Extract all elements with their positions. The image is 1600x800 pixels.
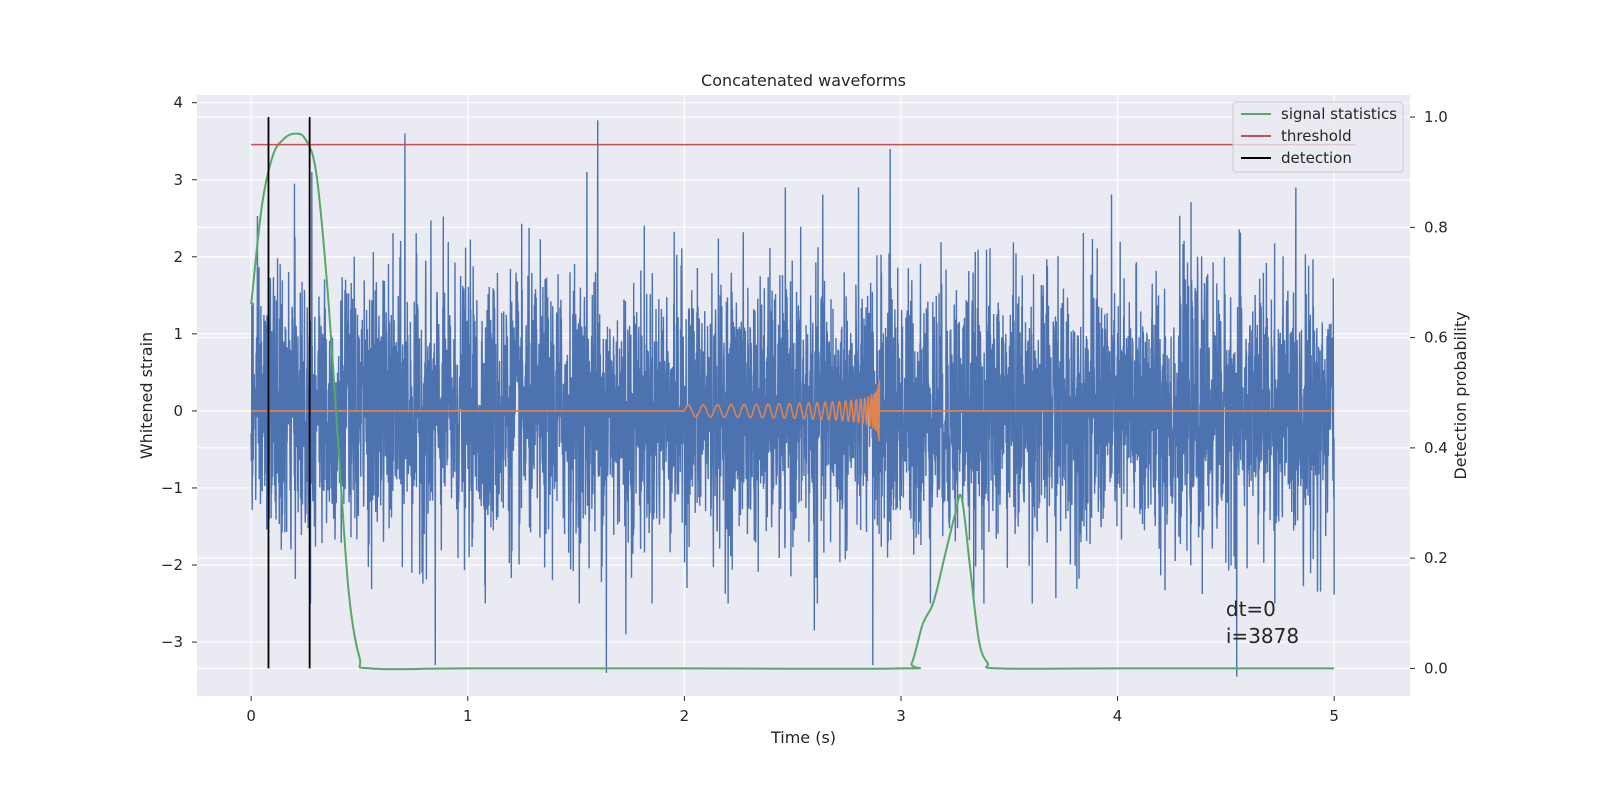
- y-tick-label: 2: [173, 248, 183, 266]
- x-tick-label: 5: [1329, 707, 1339, 725]
- y-right-tick-label: 0.4: [1424, 439, 1448, 457]
- x-tick-label: 2: [680, 707, 690, 725]
- series-line-template-waveform: [251, 379, 1335, 442]
- legend-label-threshold: threshold: [1281, 127, 1352, 145]
- x-tick-label: 1: [463, 707, 473, 725]
- y-right-tick-label: 0.0: [1424, 659, 1448, 677]
- legend-label-detection: detection: [1281, 149, 1352, 167]
- y-tick-label: −3: [161, 633, 183, 651]
- legend: signal statistics threshold detection: [1232, 101, 1404, 173]
- series-line-whitened-strain: [250, 120, 1335, 677]
- y-right-tick-label: 0.8: [1424, 218, 1448, 236]
- y-tick-label: 3: [173, 171, 183, 189]
- y-tick-label: 1: [173, 325, 183, 343]
- y-right-axis-label: Detection probability: [1451, 311, 1470, 479]
- legend-label-signal-statistics: signal statistics: [1281, 105, 1397, 123]
- axis-ticks: 0 1 2 3 4 5 −3 −2 −1 0 1 2 3 4 0.0 0.2 0.4 0.6 0.8 1.0: [161, 94, 1448, 725]
- y-axis-label: Whitened strain: [137, 332, 156, 459]
- annotation-index: i=3878: [1226, 624, 1299, 648]
- y-tick-label: 0: [173, 402, 183, 420]
- y-tick-label: 4: [173, 94, 183, 112]
- x-axis-label: Time (s): [770, 728, 836, 747]
- series-line-signal-statistics: [250, 132, 1335, 671]
- annotations: dt=0 i=3878: [1226, 597, 1299, 648]
- annotation-dt: dt=0: [1226, 597, 1276, 621]
- y-right-tick-label: 0.2: [1424, 549, 1448, 567]
- x-tick-label: 0: [246, 707, 256, 725]
- x-tick-label: 3: [896, 707, 906, 725]
- y-tick-label: −2: [161, 556, 183, 574]
- plot-content: [250, 117, 1356, 677]
- y-right-tick-label: 1.0: [1424, 108, 1448, 126]
- chart-title: Concatenated waveforms: [701, 71, 906, 90]
- x-tick-label: 4: [1113, 707, 1123, 725]
- y-tick-label: −1: [161, 479, 183, 497]
- legend-box: [1232, 101, 1404, 173]
- y-right-tick-label: 0.6: [1424, 329, 1448, 347]
